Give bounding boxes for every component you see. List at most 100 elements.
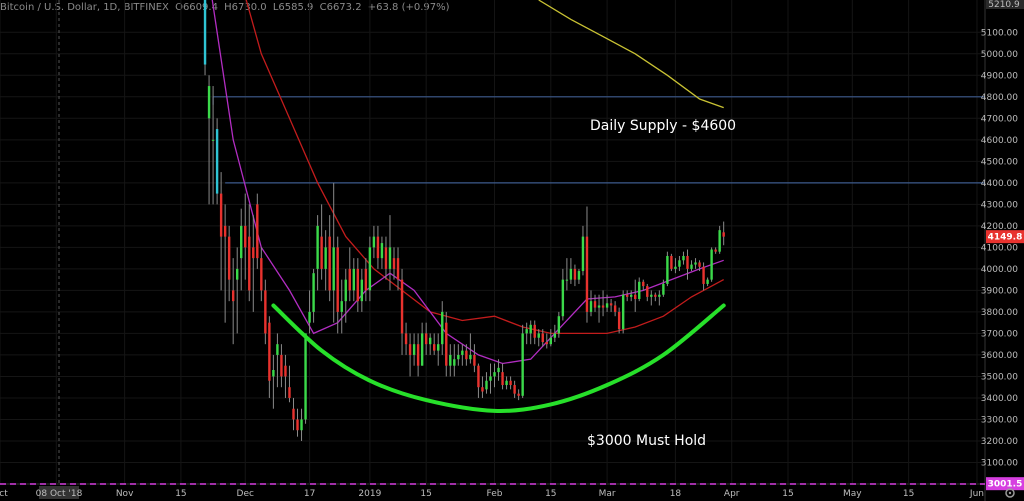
candle-down [609,299,613,312]
candle-up [344,268,347,323]
candle-body [505,380,508,386]
x-tick-label: 15 [175,489,186,499]
candle-body [654,294,657,297]
candle-body [344,279,347,302]
candle-up [597,294,601,323]
candle-down [384,236,388,280]
candle-down [625,290,629,302]
candle-down [473,344,476,373]
x-tick-label: Nov [116,489,134,499]
candle-down [328,215,331,302]
candle-body [244,225,247,248]
candle-body [629,294,633,297]
y-tick-label: 4400.00 [981,179,1018,189]
y-tick-label: 4900.00 [981,71,1018,81]
candle-body [441,311,444,345]
candle-body [650,294,653,297]
candle-body [308,311,311,323]
candle-up [553,324,557,343]
candle-body [332,247,335,291]
candle-body [714,249,717,252]
candle-up [453,344,456,377]
candle-down [248,204,251,302]
crosshair-date-text: 08 Oct '18 [36,489,83,499]
candle-up [300,408,303,441]
candle-up [666,251,669,287]
candle-down [203,0,207,76]
candle-body [605,303,609,308]
candle-down [465,344,468,366]
candle-down [573,264,577,287]
candle-up [368,236,372,302]
candle-up [569,258,573,284]
candle-body [706,279,709,284]
candle-down [356,258,360,312]
candle-body [420,333,424,366]
candle-body [501,372,504,386]
symbol-title[interactable]: Bitcoin / U.S. Dollar, 1D, BITFINEX [0,2,169,13]
x-tick-label: 15 [782,489,793,499]
candle-up [372,225,376,259]
candle-up [589,290,593,317]
candle-down [613,301,617,317]
candle-body [227,236,231,280]
candle-up [428,333,432,355]
candle-body [392,258,396,269]
candle-up [420,322,424,366]
grid [0,0,985,484]
candle-down [244,193,247,280]
candle-down [501,363,504,390]
candle-body [686,255,689,269]
candle-down [227,225,231,302]
candle-up [549,329,553,347]
candle-down [722,221,725,246]
candle-down [646,283,649,302]
candle-body [678,260,681,267]
settings-icon[interactable] [1005,488,1015,498]
low-value: L6585.9 [272,2,314,13]
candle-body [404,333,408,345]
candle-body [296,419,299,431]
candle-up [529,320,532,345]
candle-body [497,367,500,373]
candle-body [416,344,420,366]
candle-up [489,363,492,394]
candle-down [432,333,436,355]
candle-body [348,268,351,291]
y-tick-label: 3700.00 [981,329,1018,339]
candle-up [505,376,508,390]
candle-body [545,342,548,345]
candle-up [332,182,335,323]
candle-body [581,236,585,272]
support-curve [271,303,726,413]
candle-body [328,236,331,291]
candle-down [396,247,400,291]
x-tick-label: Mar [599,489,616,499]
candle-body [537,333,540,338]
candle-body [646,286,649,297]
candle-up [276,333,279,388]
candle-body [481,387,484,392]
candle-down [296,408,299,437]
open-value: O6609.4 [175,2,218,13]
candle-up [706,277,709,287]
y-tick-label: 4300.00 [981,200,1018,210]
candle-body [453,359,456,366]
candle-body [384,247,388,269]
candle-body [609,303,613,306]
candle-down [477,363,480,398]
candle-up [360,268,364,312]
candle-up [629,290,633,302]
candle-body [388,247,392,269]
candle-down [404,322,408,355]
candle-up [658,290,661,306]
candle-body [324,247,327,269]
candle-down [533,320,536,345]
candle-body [252,247,255,259]
candle-body [380,243,384,259]
candle-down [670,253,673,272]
candle-down [416,333,420,377]
candle-down [513,380,516,398]
candle-up [710,247,713,282]
